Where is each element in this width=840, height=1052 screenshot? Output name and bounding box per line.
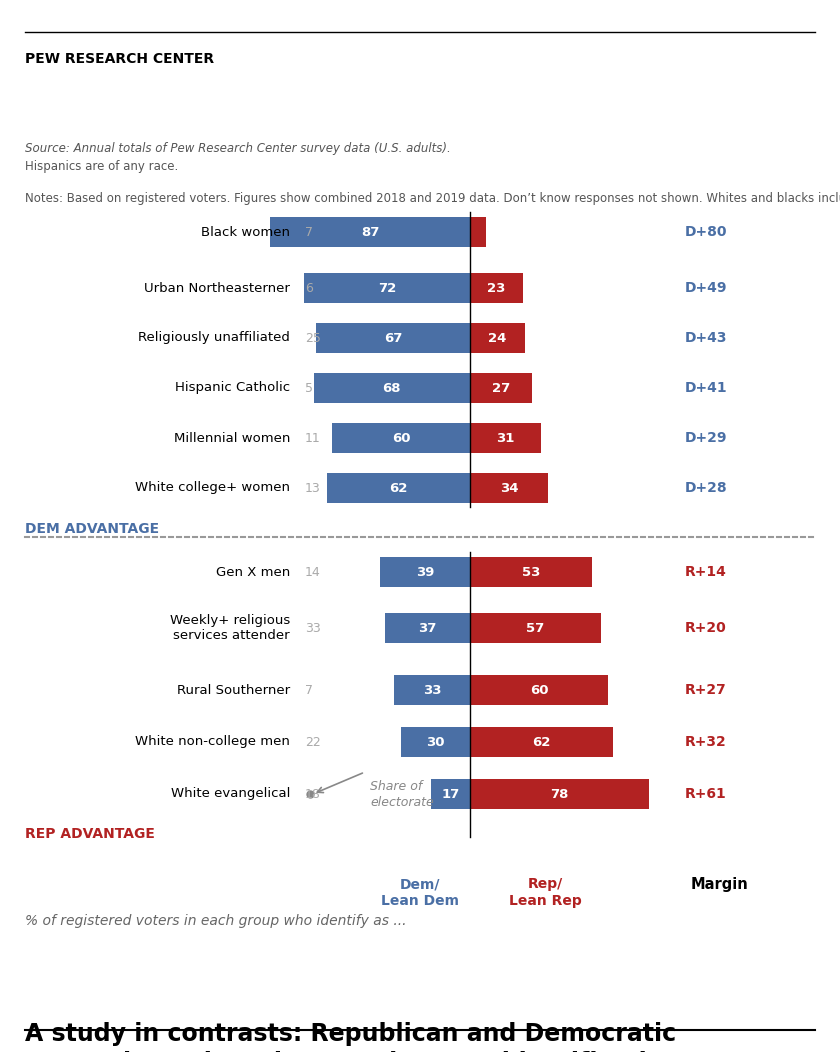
Text: Rep/
Lean Rep: Rep/ Lean Rep <box>509 877 581 908</box>
Text: R+61: R+61 <box>685 787 727 801</box>
Text: 60: 60 <box>530 684 549 696</box>
Text: R+27: R+27 <box>685 683 727 697</box>
Text: Religiously unaffiliated: Religiously unaffiliated <box>138 331 290 344</box>
Text: D+29: D+29 <box>685 431 727 445</box>
Text: 62: 62 <box>532 735 550 749</box>
Text: 11: 11 <box>305 431 321 445</box>
Text: White evangelical: White evangelical <box>171 788 290 801</box>
Bar <box>470 613 601 643</box>
Text: 33: 33 <box>305 622 321 634</box>
Bar <box>470 373 532 403</box>
Text: 34: 34 <box>500 482 518 494</box>
Bar <box>470 778 649 809</box>
Bar <box>332 423 470 453</box>
Text: 22: 22 <box>305 735 321 749</box>
Text: 7: 7 <box>474 225 483 239</box>
Text: 25: 25 <box>305 331 321 344</box>
Bar <box>316 323 470 353</box>
Text: 13: 13 <box>305 482 321 494</box>
Bar <box>328 473 470 503</box>
Bar <box>381 557 470 587</box>
Text: 39: 39 <box>416 566 434 579</box>
Text: 7: 7 <box>305 225 313 239</box>
Text: 78: 78 <box>550 788 569 801</box>
Bar <box>401 727 470 757</box>
Bar <box>470 217 486 247</box>
Bar <box>270 217 470 247</box>
Text: 68: 68 <box>382 382 401 394</box>
Text: R+14: R+14 <box>685 565 727 579</box>
Text: Share of
electorate: Share of electorate <box>370 780 433 809</box>
Text: 87: 87 <box>360 225 379 239</box>
Text: 23: 23 <box>487 282 506 295</box>
Text: Dem/
Lean Dem: Dem/ Lean Dem <box>381 877 459 908</box>
Text: D+41: D+41 <box>685 381 727 394</box>
Bar <box>470 727 612 757</box>
Bar <box>304 274 470 303</box>
Text: 60: 60 <box>391 431 410 445</box>
Text: 27: 27 <box>492 382 510 394</box>
Text: 18: 18 <box>305 788 321 801</box>
Text: R+20: R+20 <box>685 621 727 635</box>
Text: 31: 31 <box>496 431 515 445</box>
Text: R+32: R+32 <box>685 735 727 749</box>
Text: A study in contrasts: Republican and Democratic
strengths and weaknesses in part: A study in contrasts: Republican and Dem… <box>25 1021 680 1052</box>
Text: % of registered voters in each group who identify as ...: % of registered voters in each group who… <box>25 914 407 928</box>
Text: REP ADVANTAGE: REP ADVANTAGE <box>25 827 155 841</box>
Text: Black women: Black women <box>201 225 290 239</box>
Text: White non-college men: White non-college men <box>135 735 290 749</box>
Text: D+80: D+80 <box>685 225 727 239</box>
Text: 72: 72 <box>378 282 396 295</box>
Text: Rural Southerner: Rural Southerner <box>177 684 290 696</box>
Text: Weekly+ religious
services attender: Weekly+ religious services attender <box>170 614 290 642</box>
Text: 14: 14 <box>305 566 321 579</box>
Text: 6: 6 <box>305 282 312 295</box>
Text: 17: 17 <box>441 788 459 801</box>
Text: Gen X men: Gen X men <box>216 566 290 579</box>
Text: 53: 53 <box>522 566 540 579</box>
Text: DEM ADVANTAGE: DEM ADVANTAGE <box>25 522 159 537</box>
Text: Urban Northeasterner: Urban Northeasterner <box>144 282 290 295</box>
Bar <box>470 557 592 587</box>
Bar <box>470 473 549 503</box>
Bar <box>431 778 470 809</box>
Bar <box>394 675 470 705</box>
Text: PEW RESEARCH CENTER: PEW RESEARCH CENTER <box>25 52 214 66</box>
Text: D+28: D+28 <box>685 481 727 495</box>
Text: 57: 57 <box>527 622 544 634</box>
Text: Source: Annual totals of Pew Research Center survey data (U.S. adults).: Source: Annual totals of Pew Research Ce… <box>25 142 451 155</box>
Text: Hispanics are of any race.: Hispanics are of any race. <box>25 160 178 173</box>
Text: Millennial women: Millennial women <box>174 431 290 445</box>
Text: 33: 33 <box>423 684 441 696</box>
Text: 5: 5 <box>305 382 313 394</box>
Bar <box>470 675 608 705</box>
Bar <box>385 613 470 643</box>
Bar <box>470 423 541 453</box>
Text: D+49: D+49 <box>685 281 727 295</box>
Text: 24: 24 <box>488 331 507 344</box>
Text: Margin: Margin <box>691 877 749 892</box>
Bar <box>470 274 522 303</box>
Text: D+43: D+43 <box>685 331 727 345</box>
Text: Hispanic Catholic: Hispanic Catholic <box>175 382 290 394</box>
Bar <box>470 323 525 353</box>
Bar <box>313 373 470 403</box>
Text: White college+ women: White college+ women <box>135 482 290 494</box>
Text: Notes: Based on registered voters. Figures show combined 2018 and 2019 data. Don: Notes: Based on registered voters. Figur… <box>25 193 840 205</box>
Text: 62: 62 <box>390 482 408 494</box>
Text: 37: 37 <box>418 622 437 634</box>
Text: 30: 30 <box>426 735 444 749</box>
Text: 67: 67 <box>384 331 402 344</box>
Text: 7: 7 <box>305 684 313 696</box>
